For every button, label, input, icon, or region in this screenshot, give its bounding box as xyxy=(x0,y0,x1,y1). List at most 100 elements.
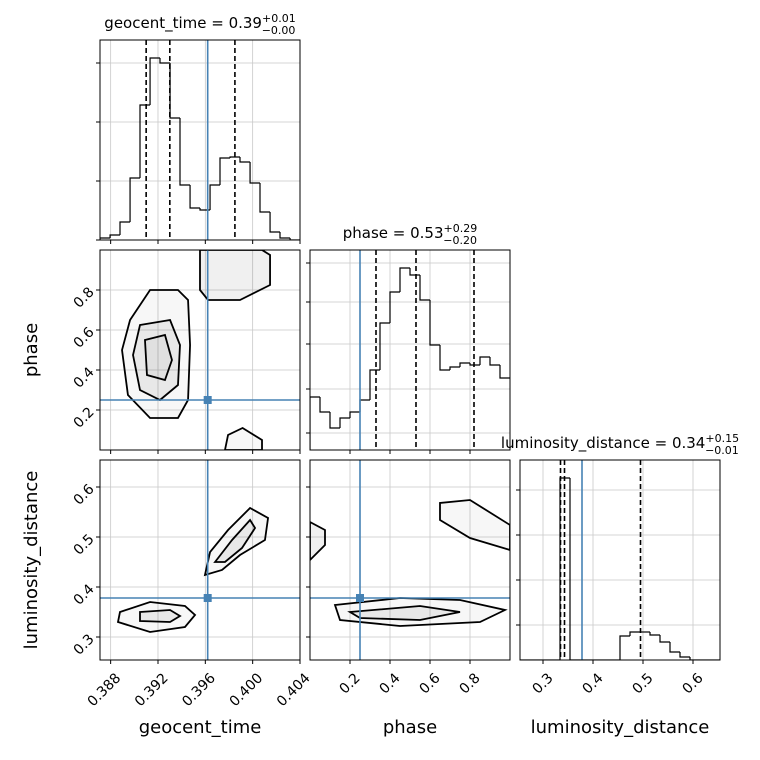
y-tick-label: 0.3 xyxy=(71,631,98,658)
y-tick-label: 0.2 xyxy=(71,404,98,431)
title-text: luminosity_distance = 0.34 xyxy=(501,434,705,453)
contour xyxy=(144,333,173,382)
y-tick-label: 0.4 xyxy=(71,364,98,391)
panel-frame xyxy=(99,249,301,451)
x-tick-label: 0.5 xyxy=(630,670,657,697)
contour xyxy=(199,250,271,301)
x-axis-label: geocent_time xyxy=(139,717,262,738)
x-tick-label: 0.404 xyxy=(274,670,314,710)
hist-step xyxy=(619,635,630,660)
title-text: geocent_time = 0.39 xyxy=(104,14,262,33)
hist-step xyxy=(449,366,460,370)
truth-marker xyxy=(203,594,212,602)
panel-frame xyxy=(309,249,511,451)
contour xyxy=(116,601,197,633)
y-tick-label: 0.5 xyxy=(71,531,98,558)
hist-step xyxy=(629,631,640,636)
hist-step xyxy=(209,184,220,210)
hist-step xyxy=(569,478,580,660)
title-minus: −0.20 xyxy=(443,234,477,247)
hist-step xyxy=(169,63,180,119)
panel-frame xyxy=(99,39,301,241)
x-tick-label: 0.400 xyxy=(227,670,267,710)
x-axis-label: luminosity_distance xyxy=(531,717,710,738)
panel-title: luminosity_distance = 0.34+0.15 −0.01 xyxy=(501,432,739,457)
contour xyxy=(347,605,461,621)
y-tick-label: 0.8 xyxy=(71,284,98,311)
hist-step xyxy=(389,291,400,323)
hist-step xyxy=(419,275,430,301)
hist-step xyxy=(189,185,200,209)
y-tick-label: 0.6 xyxy=(71,481,98,508)
hist-step xyxy=(349,411,360,418)
panel-title: geocent_time = 0.39+0.01 −0.00 xyxy=(104,12,295,37)
hist-step xyxy=(359,399,370,412)
y-tick-label: 0.4 xyxy=(71,581,98,608)
hist-step xyxy=(310,396,320,450)
hist-step xyxy=(289,238,300,240)
title-plus: +0.15 xyxy=(705,432,739,445)
hist-step xyxy=(679,652,690,658)
title-text: phase = 0.53 xyxy=(343,224,444,242)
contour xyxy=(139,609,182,623)
hist-step xyxy=(469,363,480,366)
hist-step xyxy=(459,362,470,367)
hist-step xyxy=(329,412,340,429)
truth-marker xyxy=(356,594,364,602)
x-tick-label: 0.392 xyxy=(132,670,172,710)
hist-step xyxy=(489,357,500,366)
x-tick-label: 0.2 xyxy=(337,670,364,697)
hist-step xyxy=(229,156,240,158)
hist-step xyxy=(369,369,380,400)
hist-step xyxy=(319,397,330,413)
title-plus: +0.29 xyxy=(444,222,478,235)
hist-step xyxy=(499,365,510,379)
panel-plot xyxy=(310,250,510,450)
x-tick-label: 0.6 xyxy=(680,670,707,697)
hist-step xyxy=(179,118,191,186)
panel-plot xyxy=(100,250,300,450)
truth-marker xyxy=(203,396,212,404)
hist-step xyxy=(109,234,120,238)
panel-plot xyxy=(310,460,510,660)
title-plus: +0.01 xyxy=(262,12,296,25)
hist-step xyxy=(199,208,211,211)
hist-step xyxy=(479,356,490,365)
hist-step xyxy=(129,177,140,222)
x-tick-label: 0.8 xyxy=(457,670,484,697)
hist-step xyxy=(159,58,171,64)
contour xyxy=(224,426,263,450)
hist-step xyxy=(649,632,660,636)
hist-step xyxy=(100,237,111,240)
title-minus: −0.01 xyxy=(705,444,739,457)
hist-step xyxy=(139,104,151,178)
hist-step xyxy=(669,642,680,653)
hist-step xyxy=(239,157,251,163)
hist-step xyxy=(149,57,160,105)
hist-step xyxy=(659,635,670,643)
title-minus: −0.00 xyxy=(262,24,296,37)
hist-step xyxy=(339,417,350,428)
y-axis-label: phase xyxy=(21,323,42,377)
contour xyxy=(203,506,270,577)
panel-plot xyxy=(100,40,300,240)
hist-step xyxy=(429,300,440,346)
x-tick-label: 0.4 xyxy=(377,670,404,697)
x-axis-label: phase xyxy=(383,717,437,738)
hist-step xyxy=(399,267,410,292)
panel-frame xyxy=(99,459,301,661)
contour xyxy=(439,499,510,551)
y-axis-label: luminosity_distance xyxy=(21,471,42,650)
hist-step xyxy=(689,657,700,660)
y-tick-label: 0.6 xyxy=(71,324,98,351)
panel-title: phase = 0.53+0.29 −0.20 xyxy=(343,222,478,247)
hist-step xyxy=(409,268,420,276)
panel-frame xyxy=(309,459,511,661)
hist-step xyxy=(279,232,291,239)
hist-step xyxy=(259,183,271,213)
hist-step xyxy=(249,162,260,184)
panel-plot xyxy=(100,460,300,660)
x-tick-label: 0.396 xyxy=(179,670,219,710)
x-tick-label: 0.4 xyxy=(580,670,607,697)
